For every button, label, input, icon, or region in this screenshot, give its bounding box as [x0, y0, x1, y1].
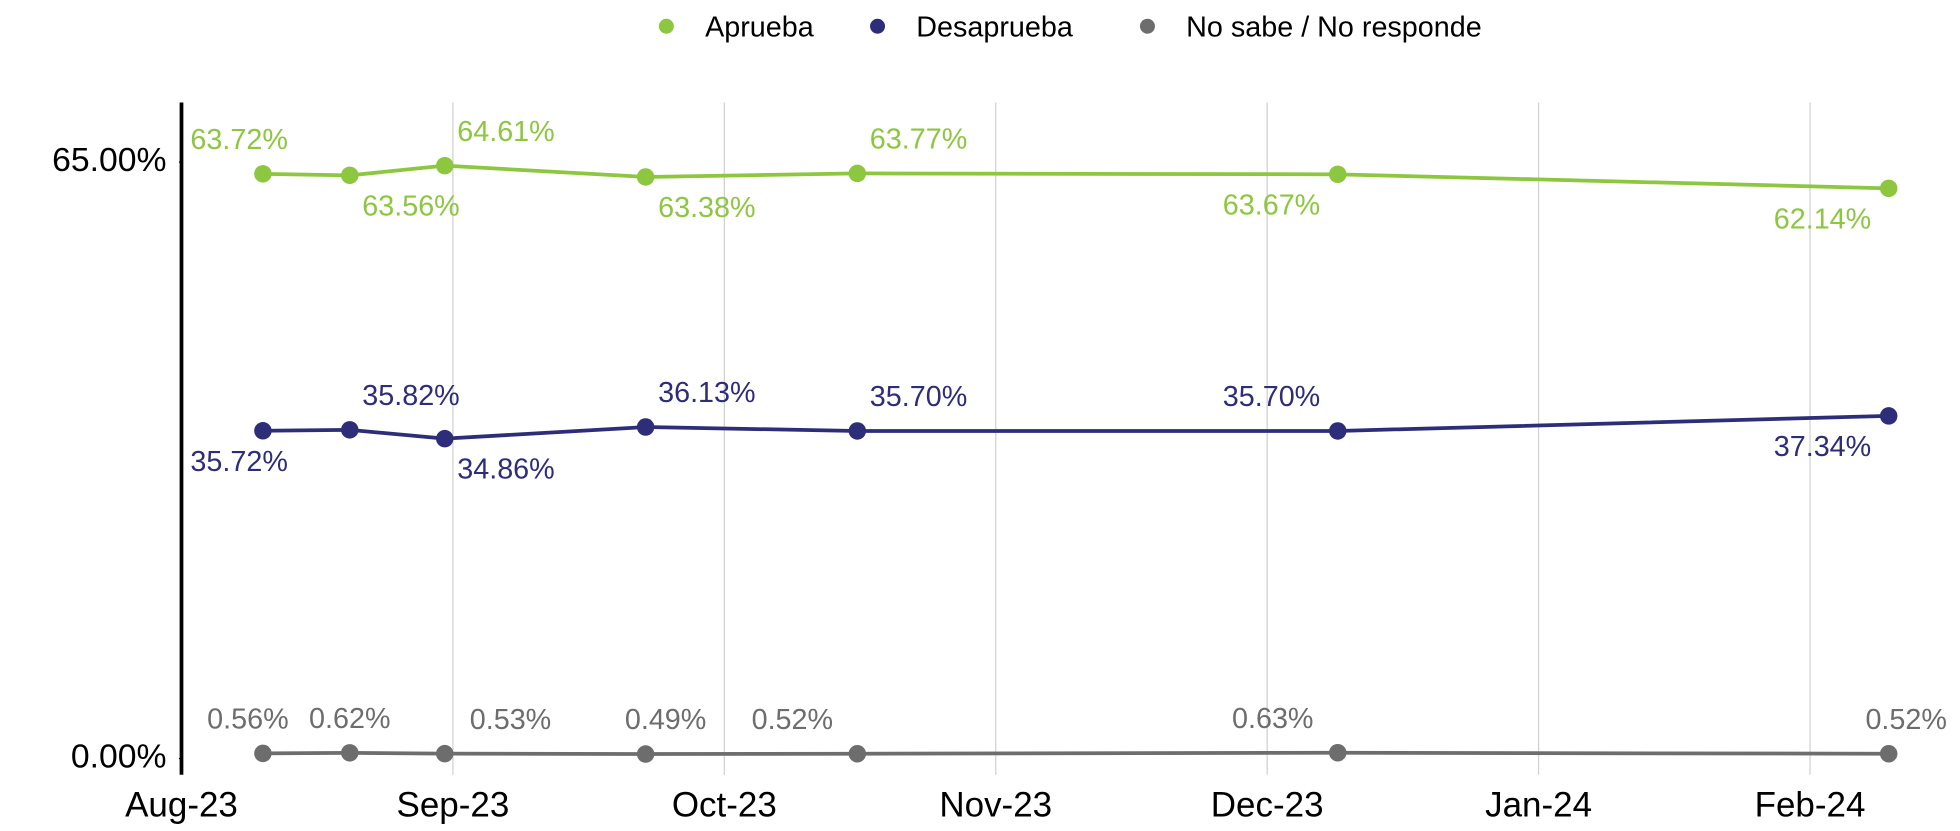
- data-point: [636, 418, 655, 436]
- data-label: 0.53%: [470, 704, 551, 736]
- data-label: 35.72%: [190, 446, 287, 478]
- data-point: [848, 164, 867, 183]
- data-point: [436, 429, 454, 448]
- data-label: 35.82%: [362, 380, 459, 412]
- legend-label: Desaprueba: [916, 11, 1073, 43]
- data-point: [436, 744, 454, 763]
- data-label: 64.61%: [457, 116, 554, 148]
- data-point: [636, 168, 655, 186]
- x-tick-label: Oct-23: [672, 785, 777, 824]
- x-tick-label: Sep-23: [397, 785, 510, 824]
- series-line: [262, 414, 1889, 441]
- data-point: [254, 422, 272, 440]
- data-label: 35.70%: [870, 381, 967, 413]
- x-tick-label: Dec-23: [1211, 785, 1324, 824]
- data-point: [1879, 745, 1898, 763]
- data-point: [1879, 179, 1898, 198]
- data-label: 63.38%: [658, 192, 755, 224]
- y-tick-label: 0.00%: [71, 737, 167, 775]
- data-label: 0.52%: [752, 704, 833, 736]
- y-tick-label: 65.00%: [52, 141, 166, 179]
- legend-marker: [870, 18, 886, 34]
- data-point: [341, 421, 359, 439]
- data-point: [1328, 165, 1347, 184]
- legend-label: No sabe / No responde: [1186, 11, 1482, 43]
- data-label: 0.56%: [207, 703, 288, 735]
- data-label: 62.14%: [1774, 203, 1871, 235]
- legend-marker: [1139, 18, 1155, 34]
- data-label: 0.52%: [1865, 704, 1946, 736]
- series-line: [262, 163, 1889, 191]
- data-point: [1328, 422, 1347, 440]
- legend-label: Aprueba: [705, 11, 814, 43]
- data-label: 0.49%: [625, 704, 706, 736]
- legend-marker: [658, 18, 674, 34]
- data-label: 63.56%: [362, 190, 459, 222]
- data-label: 63.77%: [870, 123, 967, 155]
- data-label: 35.70%: [1223, 381, 1320, 413]
- data-point: [636, 745, 655, 763]
- data-label: 37.34%: [1774, 431, 1871, 463]
- data-label: 0.62%: [309, 703, 390, 735]
- data-point: [436, 156, 454, 175]
- data-point: [341, 166, 359, 185]
- data-label: 34.86%: [457, 454, 554, 486]
- data-label: 0.63%: [1232, 703, 1313, 735]
- data-label: 63.72%: [190, 124, 287, 156]
- series-line: [262, 750, 1889, 756]
- x-tick-label: Jan-24: [1485, 785, 1592, 824]
- data-label: 36.13%: [658, 377, 755, 409]
- data-point: [341, 744, 359, 762]
- x-tick-label: Aug-23: [125, 785, 238, 824]
- data-point: [254, 744, 272, 763]
- x-tick-label: Feb-24: [1755, 785, 1866, 824]
- data-point: [1328, 743, 1347, 762]
- data-label: 63.67%: [1223, 189, 1320, 221]
- x-tick-label: Nov-23: [939, 785, 1052, 824]
- data-point: [848, 745, 867, 763]
- data-point: [254, 165, 272, 183]
- data-point: [848, 422, 867, 440]
- data-point: [1879, 407, 1898, 425]
